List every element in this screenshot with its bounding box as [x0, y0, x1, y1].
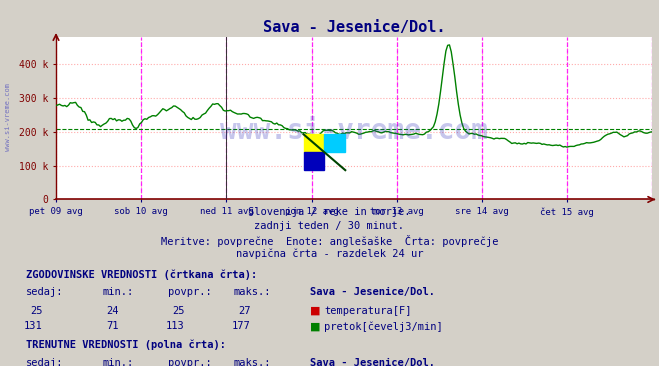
- Title: Sava - Jesenice/Dol.: Sava - Jesenice/Dol.: [263, 20, 445, 36]
- Text: sedaj:: sedaj:: [26, 287, 64, 297]
- Text: maks.:: maks.:: [234, 287, 272, 297]
- Bar: [304, 152, 324, 170]
- Text: Sava - Jesenice/Dol.: Sava - Jesenice/Dol.: [310, 358, 435, 366]
- Text: povpr.:: povpr.:: [168, 287, 212, 297]
- Text: 25: 25: [172, 306, 185, 315]
- Text: 113: 113: [166, 321, 185, 331]
- Text: temperatura[F]: temperatura[F]: [324, 306, 412, 315]
- Text: povpr.:: povpr.:: [168, 358, 212, 366]
- Text: ■: ■: [310, 321, 320, 331]
- Text: maks.:: maks.:: [234, 358, 272, 366]
- Text: 71: 71: [106, 321, 119, 331]
- Text: www.si-vreme.com: www.si-vreme.com: [220, 117, 488, 145]
- Text: ■: ■: [310, 306, 320, 315]
- Text: www.si-vreme.com: www.si-vreme.com: [5, 83, 11, 151]
- Text: 24: 24: [106, 306, 119, 315]
- Bar: [324, 134, 345, 152]
- Text: Slovenija / reke in morje.: Slovenija / reke in morje.: [248, 207, 411, 217]
- Text: ZGODOVINSKE VREDNOSTI (črtkana črta):: ZGODOVINSKE VREDNOSTI (črtkana črta):: [26, 269, 258, 280]
- Text: Meritve: povprečne  Enote: anglešaške  Črta: povprečje: Meritve: povprečne Enote: anglešaške Črt…: [161, 235, 498, 247]
- Text: 177: 177: [232, 321, 250, 331]
- Text: zadnji teden / 30 minut.: zadnji teden / 30 minut.: [254, 221, 405, 231]
- Text: 27: 27: [238, 306, 250, 315]
- Text: navpična črta - razdelek 24 ur: navpična črta - razdelek 24 ur: [236, 249, 423, 259]
- Text: min.:: min.:: [102, 358, 133, 366]
- Text: Sava - Jesenice/Dol.: Sava - Jesenice/Dol.: [310, 287, 435, 297]
- Text: 131: 131: [24, 321, 43, 331]
- Text: min.:: min.:: [102, 287, 133, 297]
- Text: pretok[čevelj3/min]: pretok[čevelj3/min]: [324, 321, 443, 332]
- Bar: [304, 134, 324, 152]
- Text: TRENUTNE VREDNOSTI (polna črta):: TRENUTNE VREDNOSTI (polna črta):: [26, 340, 226, 350]
- Text: sedaj:: sedaj:: [26, 358, 64, 366]
- Text: 25: 25: [30, 306, 43, 315]
